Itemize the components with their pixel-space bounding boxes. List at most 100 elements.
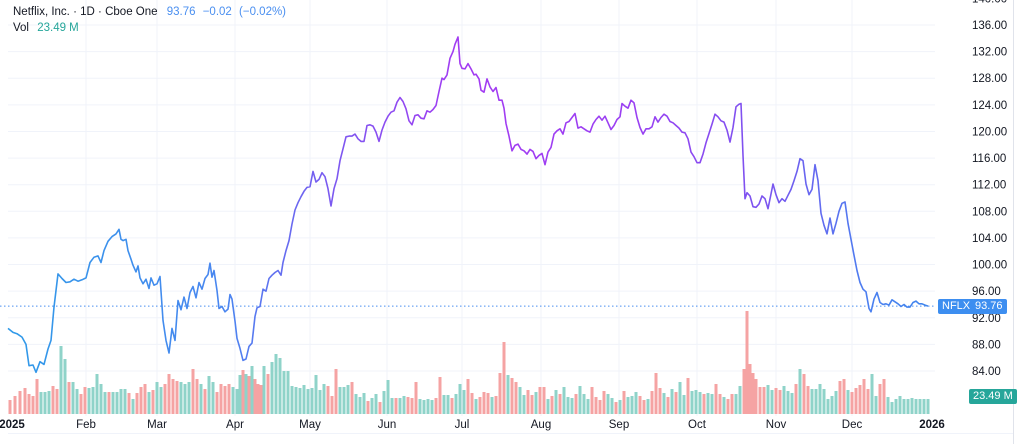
volume-bar bbox=[751, 373, 755, 414]
volume-bar bbox=[43, 392, 47, 414]
volume-bar bbox=[274, 354, 278, 414]
volume-bar bbox=[159, 387, 163, 414]
separator: · bbox=[98, 6, 102, 18]
volume-bar bbox=[231, 387, 235, 414]
volume-bar bbox=[175, 381, 179, 414]
volume-bar bbox=[546, 399, 550, 414]
volume-bar bbox=[406, 397, 410, 414]
volume-bar bbox=[574, 394, 578, 414]
volume-bar bbox=[650, 391, 654, 414]
volume-bar bbox=[602, 391, 606, 414]
price-tick-label: 88.00 bbox=[972, 339, 1001, 351]
volume-bar bbox=[618, 400, 622, 414]
volume-bar bbox=[211, 382, 215, 414]
volume-bar bbox=[227, 384, 231, 414]
volume-bar bbox=[322, 384, 326, 414]
volume-bar bbox=[678, 382, 682, 414]
time-tick-label: Jul bbox=[455, 419, 470, 431]
price-axis-border bbox=[1013, 0, 1014, 444]
volume-bar bbox=[662, 393, 666, 414]
volume-label[interactable]: Vol bbox=[13, 22, 29, 34]
volume-bar bbox=[534, 392, 538, 414]
volume-bar bbox=[47, 391, 51, 414]
time-tick-label: 2026 bbox=[919, 419, 945, 431]
volume-bar bbox=[183, 384, 187, 414]
time-axis-border bbox=[8, 433, 1013, 434]
volume-bar bbox=[67, 382, 71, 414]
volume-bar bbox=[482, 392, 486, 414]
volume-bar bbox=[103, 392, 107, 414]
volume-bar bbox=[814, 389, 818, 414]
vertical-gridlines bbox=[85, 0, 853, 416]
volume-bar bbox=[244, 374, 248, 414]
volume-bar bbox=[346, 385, 350, 414]
volume-bar bbox=[758, 387, 762, 414]
interval[interactable]: 1D bbox=[80, 6, 95, 18]
volume-bar bbox=[123, 389, 127, 414]
volume-bar bbox=[278, 358, 282, 414]
volume-bar bbox=[99, 384, 103, 414]
volume-bars bbox=[8, 311, 930, 414]
volume-bar bbox=[219, 384, 223, 414]
volume-bar bbox=[91, 387, 95, 414]
volume-bar bbox=[478, 397, 482, 414]
volume-bar bbox=[199, 384, 203, 414]
volume-bar bbox=[342, 387, 346, 414]
volume-bar bbox=[294, 387, 298, 414]
volume-bar bbox=[846, 390, 850, 414]
volume-bar bbox=[8, 400, 12, 414]
volume-bar bbox=[538, 387, 542, 414]
volume-bar bbox=[434, 398, 438, 414]
volume-bar bbox=[13, 396, 17, 414]
volume-bar bbox=[127, 393, 131, 414]
time-axis[interactable]: 2025 Feb Mar Apr May Jun Jul Aug Sep Oct Nov Dec 202… bbox=[0, 419, 945, 431]
volume-bar bbox=[282, 371, 286, 414]
volume-bar bbox=[442, 395, 446, 414]
volume-bar bbox=[486, 393, 490, 414]
price-tick-label: 136.00 bbox=[972, 20, 1007, 32]
volume-bar bbox=[147, 392, 151, 414]
volume-bar bbox=[438, 377, 442, 414]
volume-bar bbox=[314, 375, 318, 414]
time-tick-label: Oct bbox=[688, 419, 707, 431]
time-tick-label: Dec bbox=[842, 419, 863, 431]
volume-bar bbox=[262, 366, 266, 414]
volume-bar bbox=[31, 396, 35, 414]
volume-bar bbox=[119, 389, 123, 414]
volume-bar bbox=[259, 385, 263, 414]
volume-bar bbox=[35, 379, 39, 414]
volume-bar bbox=[754, 379, 758, 414]
volume-bar bbox=[694, 390, 698, 414]
volume-bar bbox=[714, 384, 718, 414]
price-tick-label: 140.00 bbox=[972, 0, 1007, 5]
volume-bar bbox=[558, 394, 562, 414]
volume-bar bbox=[107, 392, 111, 414]
volume-bar bbox=[802, 374, 806, 414]
volume-bar bbox=[554, 390, 558, 414]
volume-bar bbox=[682, 395, 686, 414]
volume-bar bbox=[382, 391, 386, 414]
volume-bar bbox=[670, 389, 674, 414]
volume-bar bbox=[638, 396, 642, 414]
volume-bar bbox=[390, 398, 394, 414]
volume-bar bbox=[286, 371, 290, 414]
volume-bar bbox=[614, 402, 618, 414]
time-tick-label: Nov bbox=[766, 419, 787, 431]
price-axis[interactable]: 140.00 136.00 132.00 128.00 124.00 120.00 116.… bbox=[972, 0, 1007, 378]
volume-bar bbox=[518, 387, 522, 414]
volume-bar bbox=[167, 374, 171, 414]
volume-bar bbox=[470, 393, 474, 414]
volume-bar bbox=[594, 397, 598, 414]
volume-bar bbox=[498, 373, 502, 414]
volume-bar bbox=[922, 399, 926, 414]
volume-bar bbox=[778, 390, 782, 414]
volume-bar bbox=[203, 389, 207, 414]
volume-bar bbox=[766, 385, 770, 414]
volume-bar bbox=[890, 402, 894, 414]
volume-bar bbox=[838, 381, 842, 414]
volume-bar bbox=[474, 399, 478, 414]
symbol-name[interactable]: Netflix, Inc. bbox=[13, 6, 70, 18]
volume-bar bbox=[238, 375, 242, 414]
